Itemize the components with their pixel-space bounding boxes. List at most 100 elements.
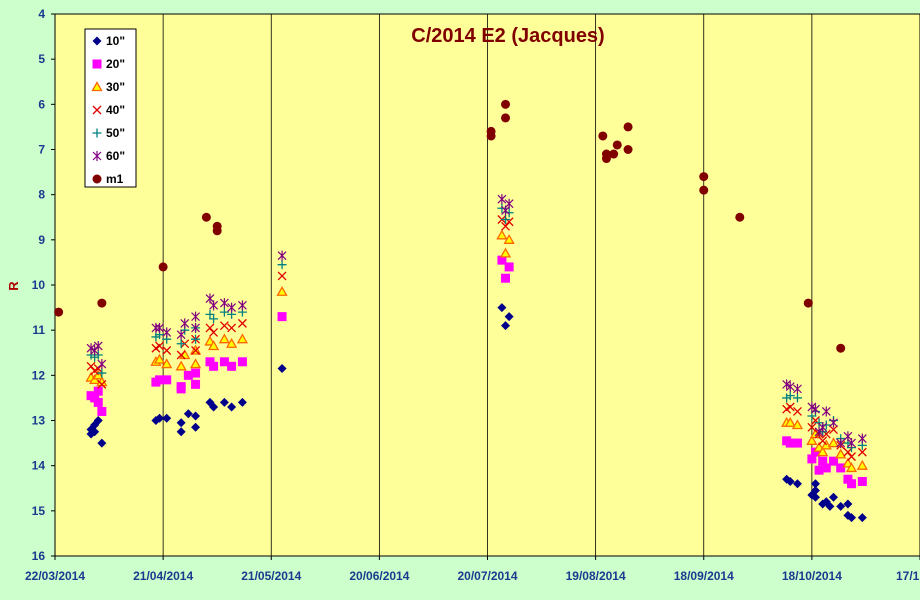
data-point <box>821 420 831 430</box>
x-tick-label: 19/08/2014 <box>566 569 626 583</box>
data-point <box>810 447 820 457</box>
y-axis-ticks: 4 5 6 7 8 9 10 11 12 13 14 15 16 <box>32 7 55 563</box>
data-point <box>784 416 796 427</box>
data-point <box>827 437 840 448</box>
data-point <box>218 333 231 344</box>
data-point <box>162 346 172 355</box>
y-tick-label: 11 <box>32 323 45 337</box>
data-point <box>277 260 287 270</box>
legend-marker <box>92 36 102 46</box>
data-point <box>501 215 511 225</box>
data-point <box>155 413 165 423</box>
data-point <box>791 419 804 430</box>
data-point <box>219 298 229 309</box>
data-point <box>93 386 103 396</box>
data-point <box>93 416 103 425</box>
data-point <box>829 425 838 434</box>
data-point <box>212 226 222 236</box>
data-point <box>155 322 164 333</box>
data-point <box>183 409 193 419</box>
data-point <box>814 426 824 437</box>
legend-marker <box>92 128 102 138</box>
data-point <box>225 337 238 348</box>
data-point <box>227 302 237 313</box>
data-point <box>504 198 514 209</box>
data-point <box>496 229 508 240</box>
data-point <box>90 427 100 437</box>
data-point <box>191 422 201 432</box>
data-point <box>93 397 103 407</box>
data-point <box>792 407 802 416</box>
data-point <box>810 479 820 489</box>
data-point <box>219 307 229 317</box>
data-point <box>191 368 201 378</box>
data-point <box>504 208 514 218</box>
data-point <box>207 340 220 351</box>
data-point <box>497 203 507 213</box>
data-point <box>818 456 828 466</box>
data-point <box>818 436 828 446</box>
data-point <box>209 314 219 324</box>
data-point <box>205 309 215 319</box>
data-point <box>277 250 287 261</box>
data-point <box>277 364 287 374</box>
x-tick-label: 20/06/2014 <box>349 569 409 583</box>
data-point <box>806 434 818 445</box>
y-tick-label: 4 <box>38 7 45 21</box>
data-point <box>843 499 853 509</box>
data-point <box>175 360 187 371</box>
legend-marker <box>92 59 102 69</box>
data-point <box>499 247 512 258</box>
data-point <box>97 379 107 389</box>
data-point <box>847 513 857 523</box>
data-point <box>836 463 846 473</box>
data-point <box>818 422 828 433</box>
data-point <box>501 273 511 283</box>
data-point <box>237 397 247 407</box>
data-point <box>836 438 846 449</box>
data-point <box>97 406 107 416</box>
y-tick-label: 7 <box>38 143 45 157</box>
y-tick-label: 5 <box>38 52 45 66</box>
x-tick-label: 18/10/2014 <box>782 569 842 583</box>
legend: 10" 20" 30" 40" 50" 60" m1 <box>84 28 137 188</box>
data-point <box>155 375 165 385</box>
series-6 <box>54 99 846 353</box>
data-point <box>219 357 229 367</box>
series-5 <box>86 194 867 449</box>
data-point <box>497 255 507 265</box>
x-tick-label: 18/09/2014 <box>674 569 734 583</box>
y-tick-label: 16 <box>32 549 46 563</box>
data-point <box>825 501 835 511</box>
data-point <box>97 438 107 448</box>
data-point <box>811 404 820 415</box>
data-point <box>209 361 219 371</box>
x-tick-label: 17/1 <box>896 569 920 583</box>
y-tick-label: 14 <box>32 459 46 473</box>
chart-title: C/2014 E2 (Jacques) <box>411 25 604 47</box>
data-point <box>601 154 611 164</box>
y-tick-label: 9 <box>38 233 45 247</box>
data-point <box>237 318 247 328</box>
x-tick-label: 21/04/2014 <box>133 569 193 583</box>
data-point <box>54 307 64 317</box>
data-point <box>236 333 249 344</box>
x-tick-label: 22/03/2014 <box>25 569 85 583</box>
data-point <box>792 393 802 403</box>
data-point <box>623 122 633 132</box>
data-point <box>162 327 172 338</box>
data-point <box>785 381 795 392</box>
data-point <box>155 341 164 351</box>
data-point <box>497 194 507 205</box>
data-point <box>847 479 857 489</box>
data-point <box>97 368 107 378</box>
data-point <box>857 433 867 444</box>
x-gridlines <box>162 14 813 556</box>
data-point <box>227 402 237 412</box>
data-point <box>785 391 795 401</box>
data-point <box>191 334 201 344</box>
y-tick-label: 13 <box>32 414 46 428</box>
data-points <box>54 99 868 523</box>
data-point <box>276 285 288 296</box>
